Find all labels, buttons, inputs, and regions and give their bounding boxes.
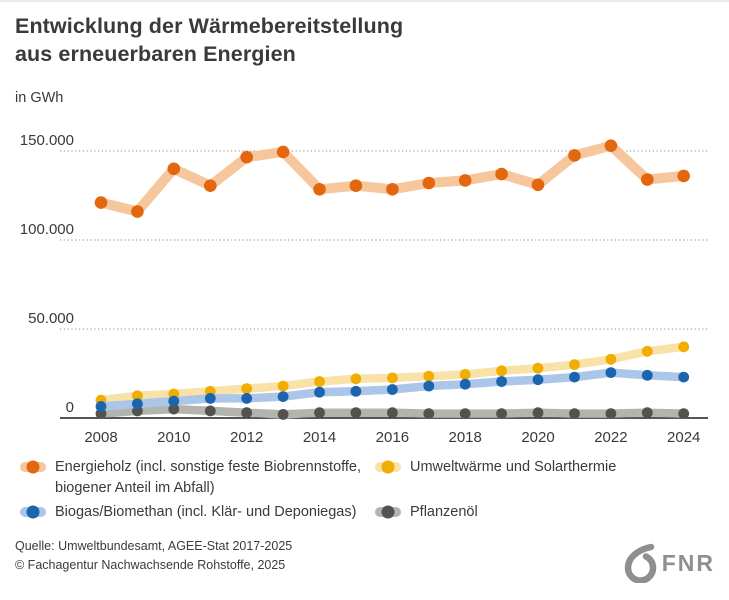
legend-item-biogas: Biogas/Biomethan (incl. Klär- und Deponi… xyxy=(20,502,372,523)
svg-text:2010: 2010 xyxy=(157,429,190,446)
svg-text:50.000: 50.000 xyxy=(28,310,74,327)
legend-item-pflanzenoel: Pflanzenöl xyxy=(375,502,705,523)
svg-text:2018: 2018 xyxy=(449,429,482,446)
unit-label: in GWh xyxy=(15,90,64,106)
legend-label: Biogas/Biomethan (incl. Klär- und Deponi… xyxy=(55,504,357,520)
svg-text:2016: 2016 xyxy=(376,429,409,446)
legend-label: Energieholz (incl. sonstige feste Biobre… xyxy=(55,459,362,496)
svg-text:0: 0 xyxy=(66,399,74,416)
svg-text:2012: 2012 xyxy=(230,429,263,446)
legend-item-energieholz: Energieholz (incl. sonstige feste Biobre… xyxy=(20,457,372,498)
fnr-logo-text: FNR xyxy=(661,549,715,576)
source-line1: Quelle: Umweltbundesamt, AGEE-Stat 2017-… xyxy=(15,539,293,553)
legend: Energieholz (incl. sonstige feste Biobre… xyxy=(0,455,729,535)
svg-text:2022: 2022 xyxy=(594,429,627,446)
fnr-swoosh-icon xyxy=(624,543,656,583)
energieholz-marker-icon xyxy=(20,460,46,474)
svg-text:2008: 2008 xyxy=(84,429,117,446)
legend-label: Umweltwärme und Solarthermie xyxy=(410,459,617,475)
legend-label: Pflanzenöl xyxy=(410,504,478,520)
svg-text:150.000: 150.000 xyxy=(20,132,74,149)
pflanzenoel-marker-icon xyxy=(375,505,401,519)
page-title-line2: aus erneuerbaren Energien xyxy=(15,42,296,67)
page-title: Entwicklung der Wärmebereitstellung aus … xyxy=(15,12,615,69)
fnr-logo: FNR xyxy=(622,543,715,583)
source-text: Quelle: Umweltbundesamt, AGEE-Stat 2017-… xyxy=(15,537,292,574)
legend-item-umweltwaerme: Umweltwärme und Solarthermie xyxy=(375,457,705,478)
svg-text:2024: 2024 xyxy=(667,429,700,446)
svg-text:2014: 2014 xyxy=(303,429,336,446)
page-title-line1: Entwicklung der Wärmebereitstellung xyxy=(15,14,404,38)
biogas-marker-icon xyxy=(20,505,46,519)
svg-text:100.000: 100.000 xyxy=(20,221,74,238)
source-line2: © Fachagentur Nachwachsende Rohstoffe, 2… xyxy=(15,557,286,572)
umweltwaerme-marker-icon xyxy=(375,460,401,474)
top-border xyxy=(0,0,729,2)
svg-text:2020: 2020 xyxy=(521,429,554,446)
